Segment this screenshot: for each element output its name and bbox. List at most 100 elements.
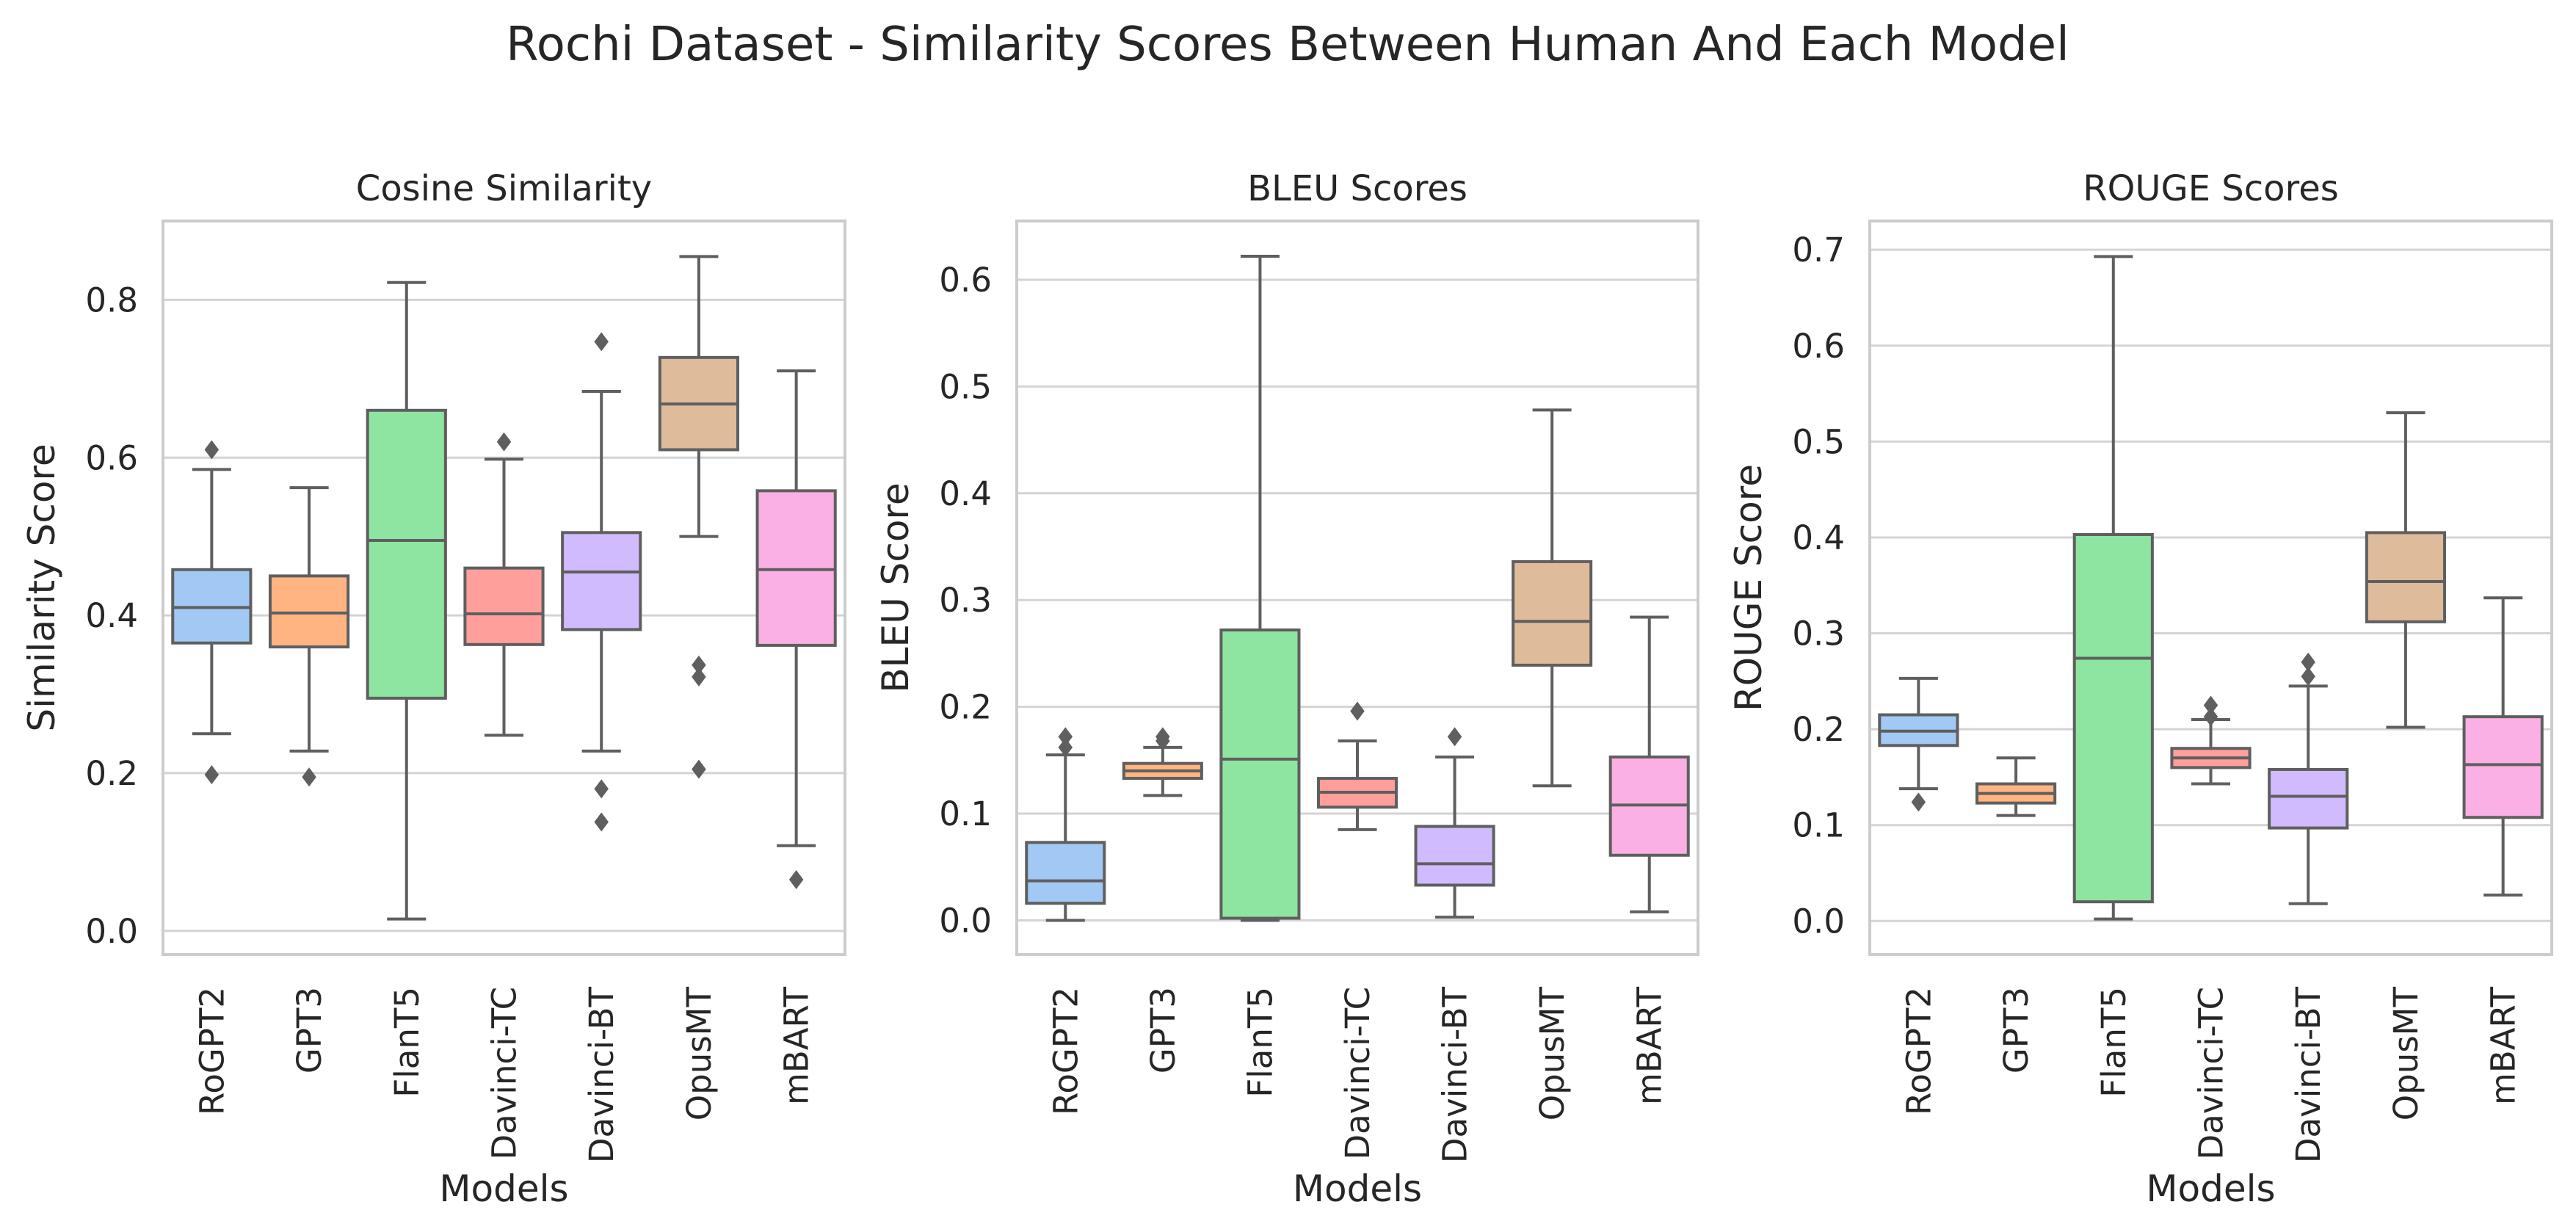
outlier-point (1058, 737, 1073, 757)
outlier-point (692, 667, 706, 687)
outlier-point (2301, 652, 2315, 672)
y-tick-label: 0.2 (1792, 710, 1845, 749)
y-tick-label: 0.6 (939, 261, 992, 300)
y-tick-label: 0.4 (85, 596, 138, 635)
y-tick-label: 0.4 (1792, 518, 1845, 557)
box-Davinci-BT (1414, 727, 1495, 919)
x-tick-label: GPT3 (1144, 987, 1183, 1073)
y-tick-label: 0.0 (939, 901, 992, 940)
box-body (1025, 841, 1106, 905)
x-tick-label: FlanT5 (388, 987, 427, 1098)
x-tick-label: Davinci-BT (1436, 986, 1475, 1163)
x-tick-label: RoGPT2 (1046, 987, 1085, 1115)
box-Davinci-BT (561, 332, 642, 832)
box-FlanT5 (366, 280, 447, 921)
box-body (2365, 531, 2447, 623)
box-body (1512, 560, 1593, 667)
plot-frame (1868, 220, 2553, 956)
box-body (755, 489, 837, 647)
y-tick-label: 0.3 (939, 581, 992, 620)
y-tick-label: 0.1 (939, 794, 992, 833)
outlier-point (1350, 701, 1365, 721)
x-tick-label: GPT3 (290, 987, 329, 1073)
x-axis-label: Models (2146, 1167, 2275, 1210)
box-OpusMT (658, 255, 740, 779)
box-FlanT5 (1219, 254, 1301, 922)
y-tick-label: 0.0 (85, 912, 138, 951)
y-tick-label: 0.6 (85, 438, 138, 477)
x-tick-label: Davinci-TC (1338, 987, 1377, 1160)
outlier-point (788, 869, 804, 889)
box-Davinci-TC (463, 432, 545, 737)
outlier-point (1058, 727, 1073, 747)
outlier-point (1447, 727, 1462, 747)
plot-frame (1015, 220, 1699, 956)
x-tick-label: OpusMT (1533, 986, 1572, 1120)
box-OpusMT (1512, 408, 1593, 788)
outlier-point (692, 759, 706, 779)
x-tick-label: Davinci-BT (2289, 986, 2328, 1163)
x-tick-label: Davinci-TC (2192, 987, 2231, 1160)
box-Davinci-BT (2268, 652, 2349, 905)
box-body (1414, 825, 1495, 887)
subplot-title: BLEU Scores (1247, 168, 1467, 209)
outlier-point (1911, 792, 1926, 812)
outlier-point (2301, 667, 2315, 687)
box-mBART (755, 369, 837, 889)
subplots: 0.0 0.2 0.4 0.6 0.8 RoGPT2 GPT3 FlanT5 Davinci-T… (21, 168, 2553, 1210)
box-body (2462, 715, 2544, 819)
outlier-point (204, 440, 219, 460)
x-tick-label: GPT3 (1997, 987, 2036, 1073)
box-body (561, 531, 642, 631)
subplot-2: 0.0 0.1 0.2 0.3 0.4 0.5 0.6 RoGPT2 GPT3 FlanT5 Dav… (874, 168, 1699, 1210)
subplot-title: Cosine Similarity (356, 168, 652, 209)
x-tick-label: Davinci-BT (582, 986, 621, 1163)
x-tick-label: RoGPT2 (1899, 987, 1938, 1115)
x-tick-label: Davinci-TC (485, 987, 524, 1160)
y-tick-label: 0.2 (939, 688, 992, 727)
outlier-point (302, 767, 316, 787)
box-Davinci-TC (1316, 701, 1398, 831)
x-axis-label: Models (1293, 1167, 1422, 1210)
box-Davinci-TC (2170, 695, 2252, 786)
outlier-point (1155, 731, 1170, 751)
box-body (2268, 767, 2349, 830)
y-axis-label: Similarity Score (21, 443, 63, 731)
box-body (1219, 628, 1301, 920)
x-tick-label: OpusMT (680, 986, 719, 1120)
box-GPT3 (268, 486, 350, 787)
box-RoGPT2 (171, 440, 253, 785)
x-axis-label: Models (439, 1167, 568, 1210)
x-tick-label: FlanT5 (1241, 987, 1280, 1098)
y-axis-label: BLEU Score (874, 482, 917, 692)
x-tick-label: OpusMT (2387, 986, 2426, 1120)
y-tick-label: 0.8 (85, 280, 138, 319)
outlier-point (594, 812, 609, 832)
y-tick-label: 0.0 (1792, 902, 1845, 941)
y-tick-label: 0.2 (85, 754, 138, 793)
y-tick-label: 0.4 (939, 474, 992, 513)
y-tick-label: 0.1 (1792, 806, 1845, 845)
box-mBART (1608, 615, 1690, 913)
box-OpusMT (2365, 411, 2447, 729)
box-RoGPT2 (1878, 676, 1959, 812)
outlier-point (204, 765, 219, 785)
y-tick-label: 0.5 (939, 367, 992, 406)
plot-frame (162, 220, 846, 956)
box-GPT3 (1122, 727, 1203, 797)
x-tick-label: FlanT5 (2094, 987, 2133, 1098)
subplot-3: 0.0 0.1 0.2 0.3 0.4 0.5 0.6 0.7 RoGPT2 GPT3 FlanT5… (1727, 168, 2553, 1210)
box-RoGPT2 (1025, 727, 1106, 922)
box-body (268, 574, 350, 649)
subplot-title: ROUGE Scores (2083, 168, 2339, 209)
y-tick-label: 0.3 (1792, 615, 1845, 653)
figure-title: Rochi Dataset - Similarity Scores Betwee… (506, 18, 2069, 72)
x-tick-label: mBART (2484, 987, 2523, 1105)
outlier-point (594, 779, 609, 799)
box-FlanT5 (2072, 255, 2154, 921)
y-axis-label: ROUGE Score (1727, 464, 1770, 711)
box-body (366, 408, 447, 700)
outlier-point (496, 432, 512, 452)
subplot-1: 0.0 0.2 0.4 0.6 0.8 RoGPT2 GPT3 FlanT5 Davinci-T… (21, 168, 846, 1210)
